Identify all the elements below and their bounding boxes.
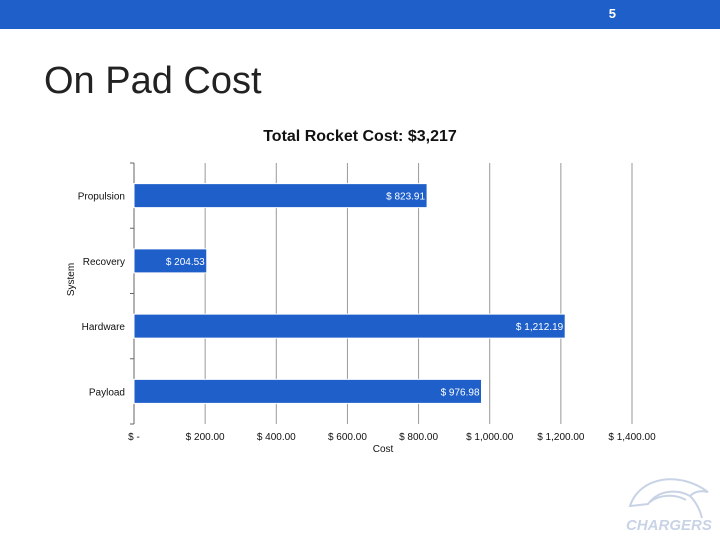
logo-text: CHARGERS xyxy=(626,517,712,534)
slide-number: 5 xyxy=(608,6,616,21)
data-label: $ 976.98 xyxy=(441,387,480,398)
bar xyxy=(133,248,208,274)
data-label: $ 1,212.19 xyxy=(516,322,564,333)
category-label: Recovery xyxy=(83,257,125,268)
horse-head-icon xyxy=(628,478,709,519)
chart-title: Total Rocket Cost: $3,217 xyxy=(263,128,457,145)
x-tick-label: $ 1,400.00 xyxy=(608,432,656,443)
category-label: Hardware xyxy=(82,322,126,333)
x-tick-label: $ 800.00 xyxy=(399,432,438,443)
header-bar: 5 xyxy=(0,0,720,29)
x-tick-label: $ 600.00 xyxy=(328,432,367,443)
slide-title: On Pad Cost xyxy=(44,60,262,102)
x-tick-label: $ - xyxy=(128,432,140,443)
data-label: $ 204.53 xyxy=(166,257,205,268)
bar xyxy=(133,378,483,404)
category-label: Payload xyxy=(89,387,125,398)
x-tick-label: $ 1,200.00 xyxy=(537,432,585,443)
y-axis-title: System xyxy=(66,263,77,296)
x-tick-label: $ 1,000.00 xyxy=(466,432,514,443)
bar xyxy=(133,183,428,209)
category-label: Propulsion xyxy=(78,192,125,203)
bar xyxy=(133,313,566,339)
x-axis-title: Cost xyxy=(373,444,394,455)
data-label: $ 823.91 xyxy=(386,192,425,203)
x-tick-label: $ 400.00 xyxy=(257,432,296,443)
x-tick-label: $ 200.00 xyxy=(186,432,225,443)
chargers-logo: CHARGERS xyxy=(626,478,712,534)
